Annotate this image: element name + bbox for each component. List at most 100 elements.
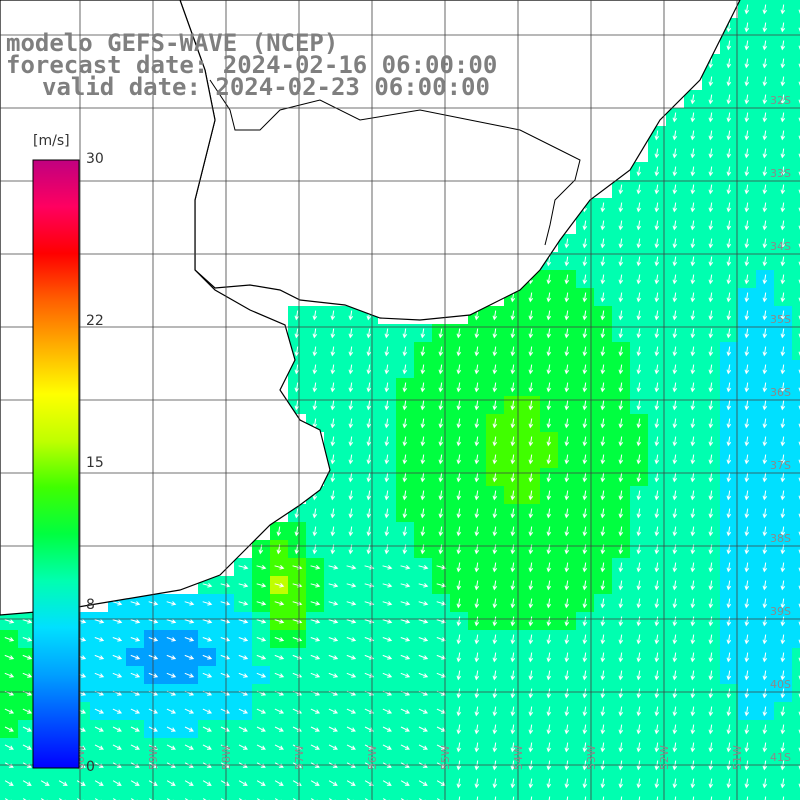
wind-arrow — [762, 364, 768, 375]
wind-arrow — [274, 744, 284, 750]
wind-arrow — [330, 328, 336, 339]
wind-arrow — [474, 634, 480, 645]
wind-arrow — [312, 508, 318, 519]
wind-arrow — [636, 328, 642, 339]
wind-arrow — [690, 688, 696, 699]
wind-arrow — [274, 583, 285, 588]
wind-speed-cell — [792, 396, 800, 414]
wind-arrow — [726, 22, 732, 33]
wind-arrow — [762, 310, 768, 321]
wind-arrow — [618, 292, 624, 303]
wind-speed-cell — [612, 792, 630, 800]
wind-arrow — [546, 454, 552, 465]
wind-arrow — [780, 364, 786, 375]
wind-arrow — [618, 598, 624, 609]
wind-arrow — [672, 508, 678, 519]
wind-arrow — [780, 418, 786, 429]
wind-speed-cell — [792, 162, 800, 180]
wind-arrow — [744, 364, 750, 375]
wind-arrow — [130, 637, 141, 642]
wind-arrow — [618, 310, 624, 321]
wind-arrow — [582, 652, 588, 663]
wind-arrow — [690, 454, 696, 465]
wind-arrow — [22, 672, 33, 678]
wind-arrow — [294, 508, 300, 519]
wind-arrow — [166, 744, 176, 750]
wind-arrow — [400, 654, 411, 660]
wind-arrow — [546, 526, 552, 537]
wind-arrow — [780, 400, 786, 411]
wind-arrow — [762, 706, 768, 717]
wind-arrow — [654, 778, 660, 789]
wind-arrow — [798, 585, 800, 591]
wind-arrow — [708, 202, 714, 213]
wind-arrow — [780, 778, 786, 789]
wind-arrow — [474, 400, 480, 411]
wind-arrow — [564, 472, 570, 483]
wind-arrow — [762, 436, 768, 447]
wind-arrow — [726, 148, 732, 159]
wind-arrow — [780, 382, 786, 393]
wind-arrow — [564, 508, 570, 519]
wind-arrow — [564, 256, 570, 267]
wind-arrow — [582, 220, 588, 231]
wind-arrow — [474, 490, 480, 501]
wind-speed-cell — [792, 360, 800, 378]
wind-arrow — [238, 726, 248, 732]
wind-arrow — [382, 780, 392, 786]
wind-arrow — [726, 130, 732, 141]
wind-arrow — [312, 526, 318, 537]
wind-arrow — [546, 382, 552, 393]
wind-speed-cell — [792, 252, 800, 270]
wind-arrow — [600, 328, 606, 339]
wind-arrow — [528, 328, 534, 339]
wind-arrow — [690, 184, 696, 195]
wind-arrow — [456, 778, 462, 789]
wind-arrow — [292, 708, 303, 714]
wind-arrow — [726, 166, 732, 177]
wind-arrow — [672, 148, 678, 159]
wind-arrow — [654, 184, 660, 195]
wind-arrow — [654, 148, 660, 159]
wind-arrow — [474, 598, 480, 609]
wind-arrow — [708, 598, 714, 609]
wind-arrow — [420, 364, 426, 375]
wind-arrow — [564, 364, 570, 375]
wind-arrow — [582, 634, 588, 645]
wind-arrow — [330, 346, 336, 357]
colorbar-tick-label: 22 — [86, 313, 104, 330]
wind-arrow — [528, 724, 534, 735]
wind-arrow — [420, 328, 426, 339]
wind-speed-cell — [108, 792, 126, 800]
wind-arrow — [618, 580, 624, 591]
wind-arrow — [474, 652, 480, 663]
wind-arrow — [798, 711, 800, 717]
wind-arrow — [366, 490, 372, 501]
wind-arrow — [364, 798, 372, 800]
wind-arrow — [762, 742, 768, 753]
wind-arrow — [798, 207, 800, 213]
wind-arrow — [528, 706, 534, 717]
wind-speed-cell — [540, 792, 558, 800]
wind-arrow — [4, 780, 14, 786]
wind-arrow — [762, 652, 768, 663]
wind-arrow — [330, 418, 336, 429]
wind-arrow — [564, 580, 570, 591]
wind-arrow — [798, 495, 800, 501]
wind-speed-cell — [792, 180, 800, 198]
wind-arrow — [400, 798, 408, 800]
wind-speed-cell — [792, 414, 800, 432]
wind-arrow — [420, 418, 426, 429]
wind-arrow — [798, 603, 800, 609]
wind-arrow — [492, 508, 498, 519]
wind-arrow — [672, 562, 678, 573]
wind-arrow — [238, 780, 248, 786]
wind-arrow — [762, 238, 768, 249]
wind-arrow — [384, 454, 390, 465]
wind-arrow — [400, 672, 411, 678]
wind-arrow — [600, 670, 606, 681]
wind-arrow — [744, 580, 750, 591]
wind-speed-cell — [234, 792, 252, 800]
wind-arrow — [726, 562, 732, 573]
wind-arrow — [564, 490, 570, 501]
